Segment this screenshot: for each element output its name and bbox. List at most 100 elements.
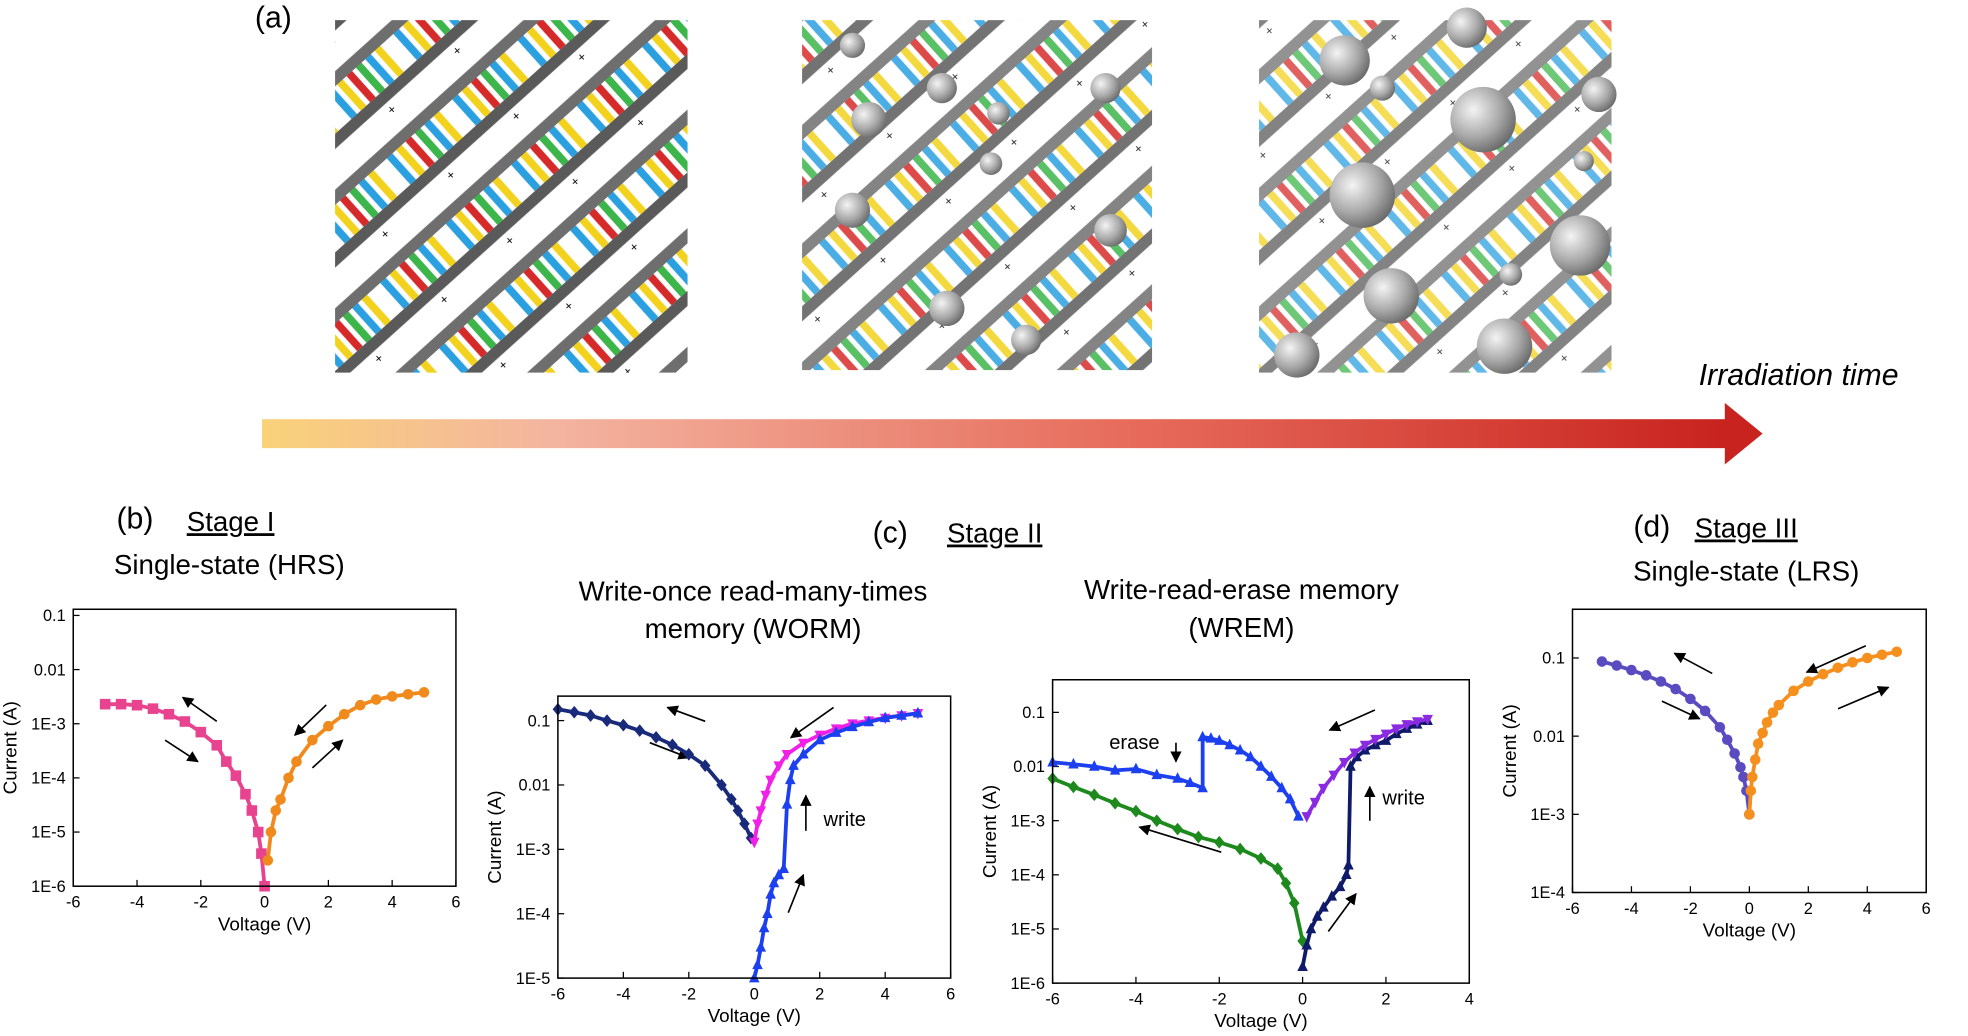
annotation: write [823,809,867,831]
point [752,958,763,970]
point [618,718,629,732]
y-axis-label: Current (A) [485,790,506,883]
point [1288,896,1300,910]
x-tick-label: -6 [1565,900,1580,918]
point [814,733,826,745]
x-axis-label: Voltage (V) [1703,921,1796,942]
point [1343,858,1354,870]
y-tick-label: 1E-5 [31,824,66,842]
point [1301,938,1313,950]
point [1735,761,1746,773]
dna-image [1259,20,1612,373]
chart-title: Write-once read-many-times [579,575,928,606]
point [256,848,267,859]
point [275,794,286,805]
annotation: write [1381,787,1425,809]
point [773,761,785,772]
point [781,750,793,761]
x-tick-label: -4 [616,985,631,1003]
point [211,740,223,751]
x-tick-label: 6 [1922,900,1931,918]
point [755,806,767,817]
point [1721,734,1733,746]
subtitle: Single-state (HRS) [114,549,345,580]
point [1401,720,1413,731]
point [1224,738,1235,750]
x-tick-label: 0 [1298,991,1307,1009]
nanoparticles [834,32,1127,355]
plot-frame [72,608,457,887]
point [781,798,793,809]
point [1391,724,1402,736]
point [1297,934,1308,948]
point [896,709,907,720]
point [784,773,796,785]
point [1761,717,1773,728]
point [830,726,842,737]
point [1803,676,1814,687]
point [1255,852,1267,865]
point [1411,717,1423,728]
point [1341,868,1352,880]
x-tick-label: 6 [451,894,460,912]
plot-frame [557,695,952,979]
point [1213,734,1225,745]
y-tick-label: 1E-3 [1530,806,1565,824]
x-tick-label: -6 [66,894,81,912]
panel-label: (c) [873,517,908,550]
point [1747,771,1758,783]
illustration [262,7,1763,465]
point [1334,880,1346,892]
y-tick-label: 1E-5 [516,970,551,988]
point [758,921,770,933]
point [1729,748,1740,759]
point [1876,649,1888,661]
point [1318,901,1329,912]
point [246,805,258,816]
plot: -6 -4 -2 0 2 4 6 1E-4 1E-3 0.01 0.1 Voltage (V) Curr… [1500,608,1931,942]
y-tick-label: 1E-3 [1010,812,1045,830]
point [773,868,785,880]
point [748,971,760,983]
y-tick-label: 0.01 [518,777,550,795]
y-axis-label: Current (A) [1500,704,1521,797]
point [354,699,366,711]
point [601,714,613,727]
point [370,694,382,705]
x-tick-label: 4 [388,894,397,912]
point [1109,763,1121,775]
x-tick-label: 0 [260,894,269,912]
dna-image [335,20,688,373]
point [1297,960,1308,972]
point [339,708,350,720]
time-arrow-head [1724,402,1763,465]
point [1151,768,1163,780]
chart-title: memory (WORM) [645,613,862,644]
point [752,819,763,831]
point [716,778,727,792]
panel-label: (d) [1633,510,1670,543]
point [221,756,232,767]
point [1422,714,1433,726]
point [252,826,264,838]
x-tick-label: 2 [815,985,824,1003]
point [1847,657,1858,668]
point [1349,748,1360,760]
x-axis-label: Voltage (V) [1214,1011,1307,1032]
point [798,738,809,750]
panel-label: (b) [116,503,153,536]
point [1767,707,1779,718]
x-tick-label: -4 [1129,991,1144,1009]
point [1351,750,1363,762]
point [1172,772,1183,783]
x-tick-label: -2 [1212,991,1227,1009]
point [765,775,776,787]
point [1311,910,1323,921]
point [1234,743,1246,755]
point [879,711,891,723]
point [115,698,127,710]
point [1305,922,1317,934]
point [1738,771,1749,783]
point [1284,792,1296,804]
